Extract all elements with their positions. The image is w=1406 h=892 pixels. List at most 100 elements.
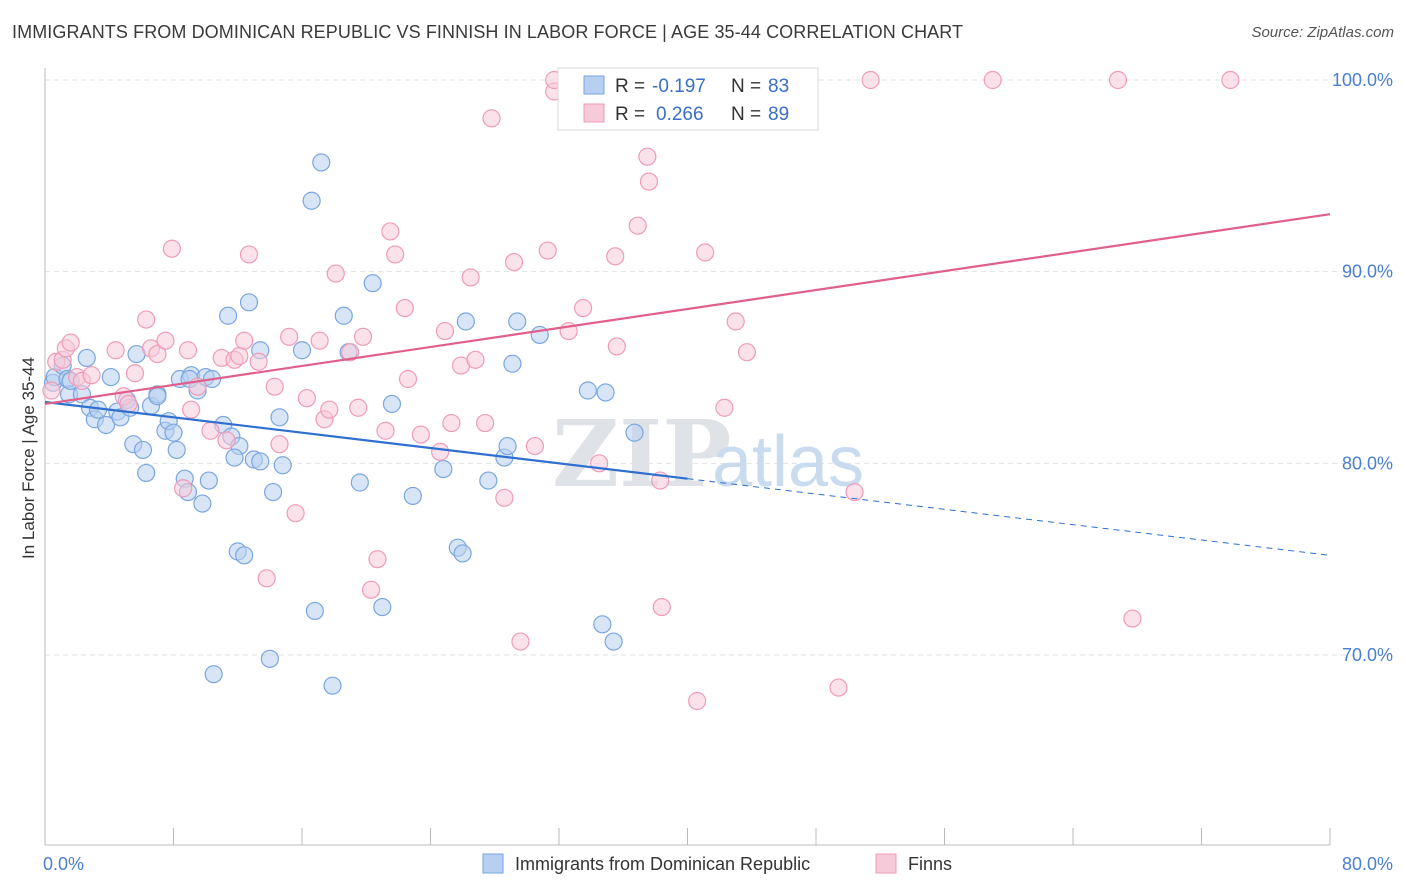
source-label: Source: ZipAtlas.com: [1251, 24, 1394, 41]
point-finns: [573, 298, 593, 318]
point-finns: [82, 366, 101, 385]
point-dominican: [167, 440, 186, 460]
point-dominican: [363, 274, 382, 293]
point-finns: [349, 398, 368, 417]
point-dominican: [498, 436, 517, 456]
point-finns: [1221, 70, 1240, 90]
point-finns: [61, 333, 80, 352]
point-finns: [737, 343, 757, 362]
point-dominican: [235, 546, 254, 565]
point-finns: [386, 245, 405, 264]
stats-legend: R = -0.197 N = 83 R = 0.266 N = 89: [557, 67, 819, 131]
point-dominican: [373, 597, 392, 617]
point-finns: [162, 239, 181, 258]
point-dominican: [137, 463, 156, 483]
point-dominican: [334, 306, 353, 325]
legend-n-label-finns: N =: [731, 104, 761, 125]
point-finns: [249, 352, 268, 371]
point-finns: [42, 381, 61, 400]
point-finns: [201, 421, 220, 440]
point-dominican: [263, 482, 283, 502]
point-dominican: [96, 415, 116, 435]
point-finns: [156, 331, 175, 350]
point-dominican: [312, 153, 331, 172]
watermark-zip: ZIP: [552, 400, 731, 508]
point-finns: [361, 580, 381, 599]
point-dominican: [508, 312, 527, 331]
point-finns: [1108, 70, 1128, 90]
point-dominican: [382, 394, 402, 414]
point-finns: [119, 394, 138, 414]
point-dominican: [219, 306, 238, 325]
point-finns: [461, 268, 480, 287]
point-finns: [125, 364, 145, 383]
point-finns: [257, 569, 276, 588]
point-finns: [845, 482, 864, 502]
legend-r-label-dominican: R =: [615, 76, 645, 97]
point-dominican: [251, 452, 270, 471]
point-finns: [398, 369, 418, 389]
point-finns: [525, 436, 545, 456]
point-finns: [381, 222, 400, 241]
axes: [44, 68, 1331, 846]
y-tick-label-100: 100.0%: [1332, 70, 1393, 90]
point-finns: [182, 400, 201, 419]
point-finns: [538, 241, 557, 260]
watermark: ZIP atlas: [552, 400, 864, 508]
point-finns: [511, 632, 530, 651]
point-dominican: [148, 387, 167, 406]
point-finns: [297, 389, 316, 408]
point-finns: [435, 321, 455, 341]
point-finns: [715, 398, 734, 417]
legend-n-label-dominican: N =: [731, 76, 761, 97]
point-finns: [442, 413, 461, 433]
legend-r-value-finns: 0.266: [656, 104, 704, 125]
point-finns: [368, 550, 387, 569]
point-finns: [606, 247, 625, 266]
point-finns: [341, 343, 360, 362]
point-finns: [607, 337, 626, 356]
point-dominican: [625, 423, 644, 442]
bottom-legend-label-dominican: Immigrants from Dominican Republic: [515, 854, 810, 874]
point-finns: [726, 312, 745, 331]
point-finns: [265, 377, 284, 396]
legend-n-value-finns: 89: [768, 104, 789, 125]
point-finns: [286, 504, 305, 523]
point-finns: [395, 298, 414, 318]
point-dominican: [199, 471, 218, 490]
point-finns: [280, 327, 299, 346]
point-dominican: [292, 341, 312, 360]
point-dominican: [101, 367, 120, 387]
point-finns: [696, 243, 715, 262]
point-dominican: [604, 632, 623, 651]
point-dominican: [260, 649, 279, 668]
point-dominican: [133, 440, 153, 460]
point-finns: [688, 691, 707, 711]
point-finns: [376, 421, 395, 440]
point-finns: [983, 70, 1002, 90]
legend-n-value-dominican: 83: [768, 76, 789, 97]
point-dominican: [503, 354, 522, 373]
legend-r-label-finns: R =: [615, 104, 645, 125]
point-finns: [230, 346, 249, 366]
point-dominican: [578, 381, 598, 400]
point-finns: [639, 172, 659, 191]
point-dominican: [302, 191, 321, 210]
point-finns: [411, 425, 430, 444]
legend-r-value-dominican: -0.197: [652, 76, 706, 97]
point-dominican: [193, 494, 212, 513]
y-axis-label: In Labor Force | Age 35-44: [19, 357, 38, 559]
point-dominican: [270, 408, 289, 427]
point-finns: [652, 597, 671, 617]
point-dominican: [239, 293, 259, 312]
point-dominican: [403, 486, 422, 506]
point-finns: [270, 435, 289, 454]
trend-line-finns: [44, 213, 1331, 406]
point-dominican: [273, 456, 292, 475]
point-finns: [638, 147, 657, 166]
point-dominican: [453, 544, 472, 563]
y-tick-label-90: 90.0%: [1342, 262, 1393, 282]
point-dominican: [593, 615, 612, 634]
legend-swatch-finns: [583, 103, 605, 123]
